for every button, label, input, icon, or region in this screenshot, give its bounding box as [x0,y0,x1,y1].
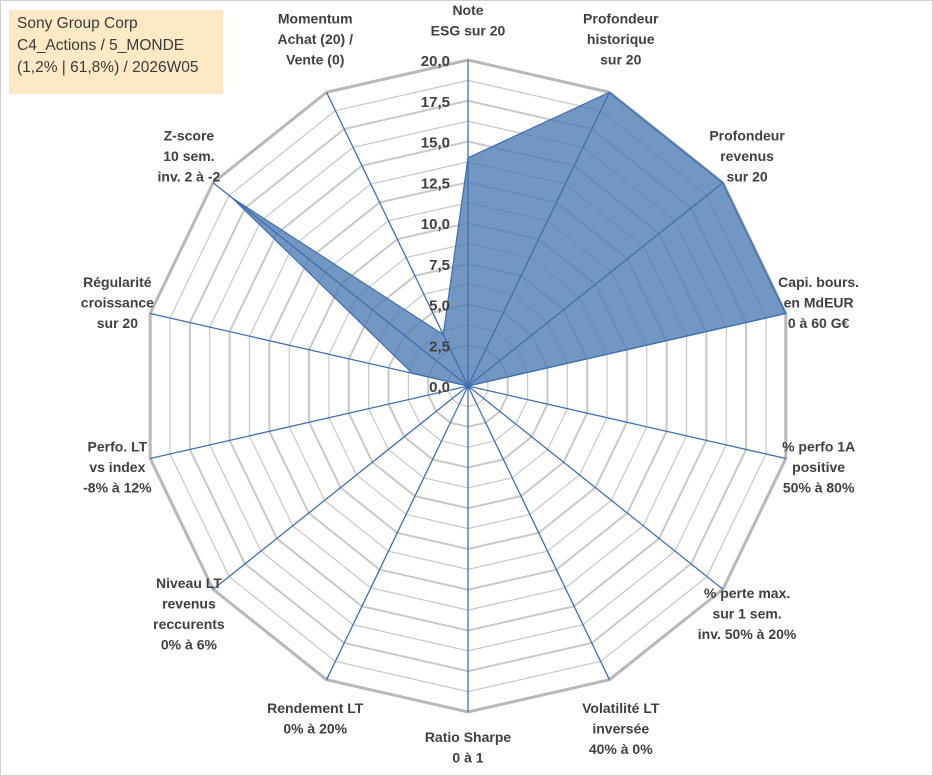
axis-label-line: en MdEUR [784,294,854,310]
spoke-8 [325,385,469,680]
axis-label-line: revenus [720,148,774,164]
axis-label-13: Momentum Achat (20) / Vente (0) [278,10,354,67]
data-layer [231,91,787,387]
tick-label: 2,5 [429,338,450,355]
axis-label-1: Profondeur historique sur 20 [583,10,659,67]
tick-label: 17,5 [421,94,450,111]
axis-label-line: Momentum [278,10,353,26]
axis-label-line: Profondeur [709,127,785,143]
axis-label-line: Rendement LT [267,700,364,716]
axis-label-line: positive [792,459,845,475]
tick-layer: 0,0 2,5 5,0 7,5 10,0 12,5 15,0 17,5 20,0 [421,53,450,396]
tick-label: 10,0 [421,216,450,233]
axis-label-line: Ratio Sharpe [425,729,512,745]
spoke-10 [150,385,469,460]
tick-label: 0,0 [429,379,450,396]
label-layer: Note ESG sur 20 Profondeur historique sur 20… [81,2,859,766]
tick-label: 15,0 [421,135,450,152]
spoke-11 [150,312,469,387]
axis-label-line: % perfo 1A [782,439,855,455]
axis-label-line: inv. 2 à -2 [158,168,221,184]
axis-label-line: inv. 50% à 20% [698,626,797,642]
axis-label-line: Achat (20) / [278,31,354,47]
axis-label-5: % perte max. sur 1 sem. inv. 50% à 20% [698,585,797,642]
axis-label-line: historique [587,31,655,47]
spoke-2 [467,182,724,387]
axis-label-3: Capi. bours. en MdEUR 0 à 60 G€ [778,274,859,331]
spoke-3 [467,312,786,387]
axis-label-line: Niveau LT [156,575,222,591]
axis-label-line: Z-score [164,127,215,143]
axis-label-line: Volatilité LT [582,700,660,716]
axis-label-line: Vente (0) [286,51,344,67]
axis-label-line: Perfo. LT [88,439,148,455]
axis-label-7: Ratio Sharpe 0 à 1 [425,729,512,766]
axis-label-10: Perfo. LT vs index -8% à 12% [83,439,152,496]
title-box: Sony Group Corp C4_Actions / 5_MONDE (1,… [9,10,223,94]
axis-label-line: 50% à 80% [783,480,855,496]
axis-label-line: Note [452,2,483,18]
spoke-layer [150,60,786,712]
axis-label-line: sur 20 [97,315,138,331]
axis-label-line: sur 20 [726,168,767,184]
spoke-1 [467,92,611,387]
detail-label: (1,2% | 61,8%) / 2026W05 [17,59,199,76]
axis-label-line: revenus [162,595,216,611]
axis-label-line: sur 1 sem. [712,606,781,622]
axis-label-line: 0% à 6% [161,636,218,652]
tick-label: 5,0 [429,298,450,315]
axis-label-line: reccurents [153,616,225,632]
axis-label-line: vs index [89,459,145,475]
axis-label-line: 0 à 60 G€ [788,315,850,331]
axis-label-2: Profondeur revenus sur 20 [709,127,785,184]
axis-label-12: Z-score 10 sem. inv. 2 à -2 [158,127,221,184]
spoke-12 [212,182,469,387]
tick-label: 7,5 [429,257,450,274]
spoke-5 [467,385,724,590]
axis-label-line: -8% à 12% [83,480,152,496]
axis-label-line: inversée [592,721,649,737]
axis-label-line: 40% à 0% [589,741,653,757]
axis-label-11: Régularité croissance sur 20 [81,274,154,331]
axis-label-6: Volatilité LT inversée 40% à 0% [582,700,660,757]
axis-label-9: Niveau LT revenus reccurents 0% à 6% [153,575,225,653]
axis-label-4: % perfo 1A positive 50% à 80% [782,439,855,496]
axis-label-line: % perte max. [704,585,790,601]
spoke-9 [212,385,469,590]
spoke-4 [467,385,786,460]
axis-label-8: Rendement LT 0% à 20% [267,700,364,737]
spoke-6 [467,385,611,680]
axis-label-line: Régularité [83,274,152,290]
tick-label: 12,5 [421,175,450,192]
axis-label-line: 0 à 1 [452,750,483,766]
axis-label-line: Capi. bours. [778,274,859,290]
axis-label-line: ESG sur 20 [431,23,506,39]
axis-label-line: 0% à 20% [283,721,347,737]
series-area [231,91,787,387]
company-name: Sony Group Corp [17,15,138,32]
axis-label-line: croissance [81,294,154,310]
axis-label-line: sur 20 [600,51,641,67]
axis-label-line: Profondeur [583,10,659,26]
tick-label: 20,0 [421,53,450,70]
spoke-13 [325,92,469,387]
category-label: C4_Actions / 5_MONDE [17,37,185,54]
axis-label-line: 10 sem. [163,148,214,164]
axis-label-0: Note ESG sur 20 [431,2,506,39]
